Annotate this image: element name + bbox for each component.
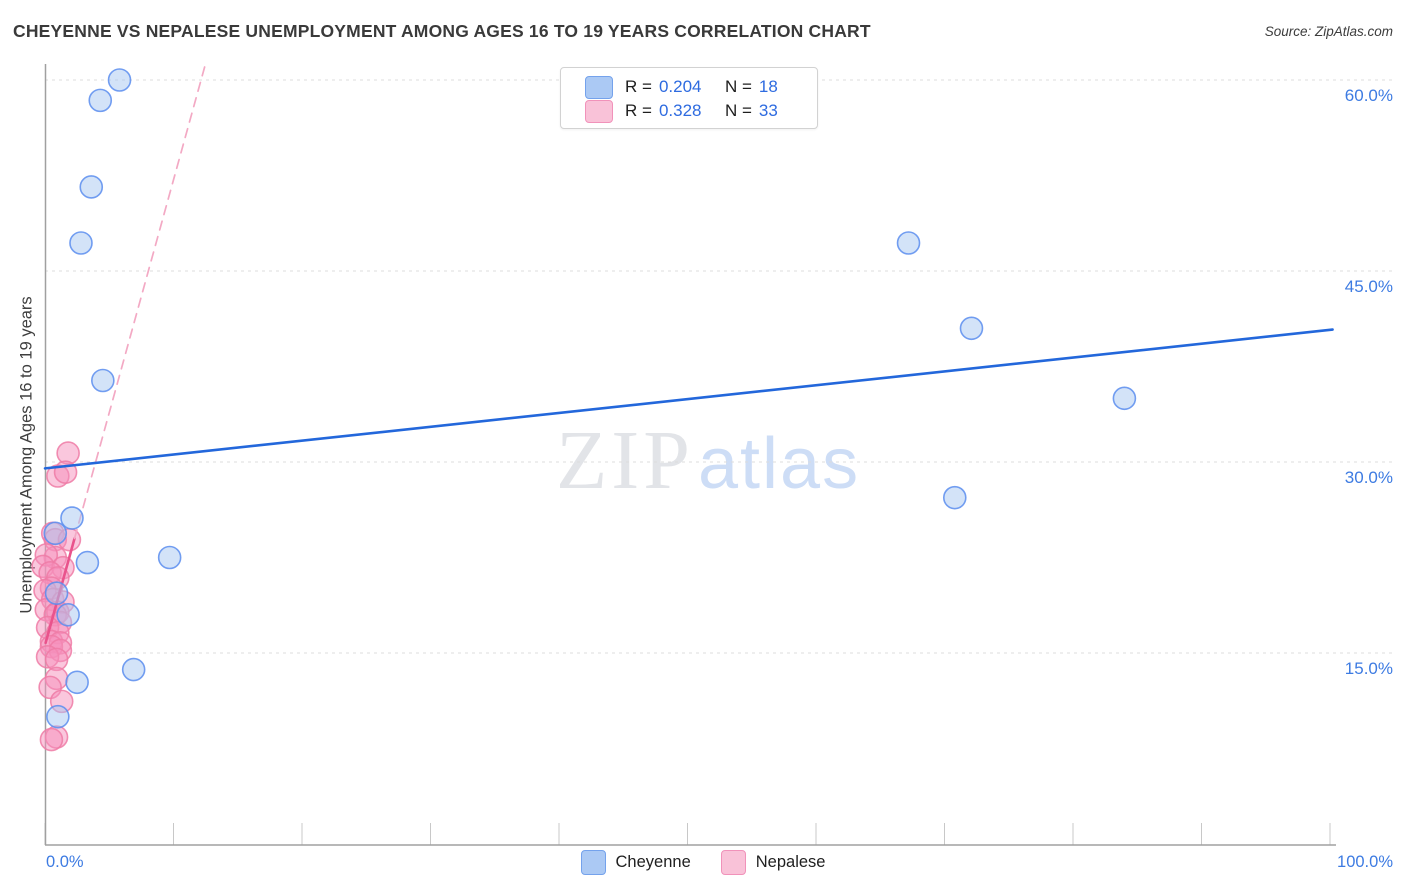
y-tick-label-60: 60.0% (1344, 86, 1393, 105)
cheyenne-point[interactable] (121, 657, 146, 682)
cheyenne-trendline-solid (43, 328, 1334, 470)
y-tick-label-45: 45.0% (1344, 277, 1393, 296)
r-label: R = (625, 101, 652, 120)
cheyenne-point[interactable] (44, 581, 69, 605)
nepalese-point[interactable] (39, 727, 64, 752)
cheyenne-point[interactable] (43, 521, 68, 546)
cheyenne-point[interactable] (896, 231, 921, 255)
cheyenne-point[interactable] (107, 68, 132, 92)
n-label: N = (724, 77, 752, 96)
legend-row-nepalese: R = 0.328 N = 33 (585, 99, 817, 123)
nepalese-legend-label: Nepalese (755, 853, 826, 871)
cheyenne-swatch (580, 850, 606, 875)
cheyenne-point[interactable] (60, 506, 84, 530)
nepalese-trendline-dashed (73, 62, 207, 540)
legend-row-cheyenne: R = 0.204 N = 18 (585, 75, 817, 99)
cheyenne-legend-swatch (585, 75, 613, 99)
bottom-legend: Cheyenne Nepalese (0, 850, 1406, 875)
cheyenne-point[interactable] (959, 316, 984, 341)
cheyenne-point[interactable] (91, 368, 115, 393)
source-note: Source: ZipAtlas.com (1264, 24, 1393, 39)
r-value-nepalese: 0.328 (658, 101, 702, 120)
n-value-nepalese: 33 (758, 101, 778, 120)
n-label: N = (724, 101, 752, 120)
page-title: CHEYENNE VS NEPALESE UNEMPLOYMENT AMONG … (13, 21, 871, 41)
cheyenne-point[interactable] (88, 88, 113, 113)
cheyenne-point[interactable] (1112, 386, 1137, 411)
correlation-legend-box: R = 0.204 N = 18 R = 0.328 N = 33 (560, 67, 818, 129)
cheyenne-point[interactable] (56, 603, 80, 627)
cheyenne-point[interactable] (942, 485, 967, 510)
cheyenne-point[interactable] (75, 550, 100, 575)
legend-item-cheyenne[interactable]: Cheyenne (580, 850, 691, 875)
nepalese-legend-swatch (585, 99, 613, 123)
y-tick-label-15: 15.0% (1344, 659, 1393, 678)
nepalese-swatch (720, 850, 746, 875)
y-tick-label-30: 30.0% (1344, 468, 1393, 487)
legend-item-nepalese[interactable]: Nepalese (720, 850, 826, 875)
cheyenne-point[interactable] (46, 704, 70, 729)
n-value-cheyenne: 18 (758, 77, 778, 96)
x-min-label: 0.0% (46, 853, 84, 871)
r-label: R = (625, 77, 652, 96)
cheyenne-point[interactable] (65, 670, 89, 695)
x-max-label: 100.0% (1337, 853, 1393, 871)
cheyenne-legend-label: Cheyenne (615, 853, 691, 871)
cheyenne-point[interactable] (79, 175, 104, 199)
cheyenne-point[interactable] (69, 231, 93, 255)
cheyenne-point[interactable] (157, 545, 182, 570)
r-value-cheyenne: 0.204 (658, 77, 702, 96)
